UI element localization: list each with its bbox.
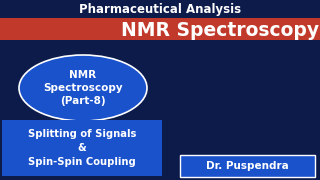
Text: Splitting of Signals
&
Spin-Spin Coupling: Splitting of Signals & Spin-Spin Couplin… <box>28 129 136 167</box>
FancyBboxPatch shape <box>2 120 162 176</box>
Bar <box>165 42 320 180</box>
FancyBboxPatch shape <box>180 155 315 177</box>
Ellipse shape <box>19 55 147 121</box>
Text: Dr. Puspendra: Dr. Puspendra <box>206 161 289 171</box>
Text: NMR
Spectroscopy
(Part-8): NMR Spectroscopy (Part-8) <box>43 70 123 106</box>
Text: Pharmaceutical Analysis: Pharmaceutical Analysis <box>79 3 241 17</box>
Text: NMR Spectroscopy: NMR Spectroscopy <box>121 21 319 39</box>
Bar <box>0 18 320 40</box>
